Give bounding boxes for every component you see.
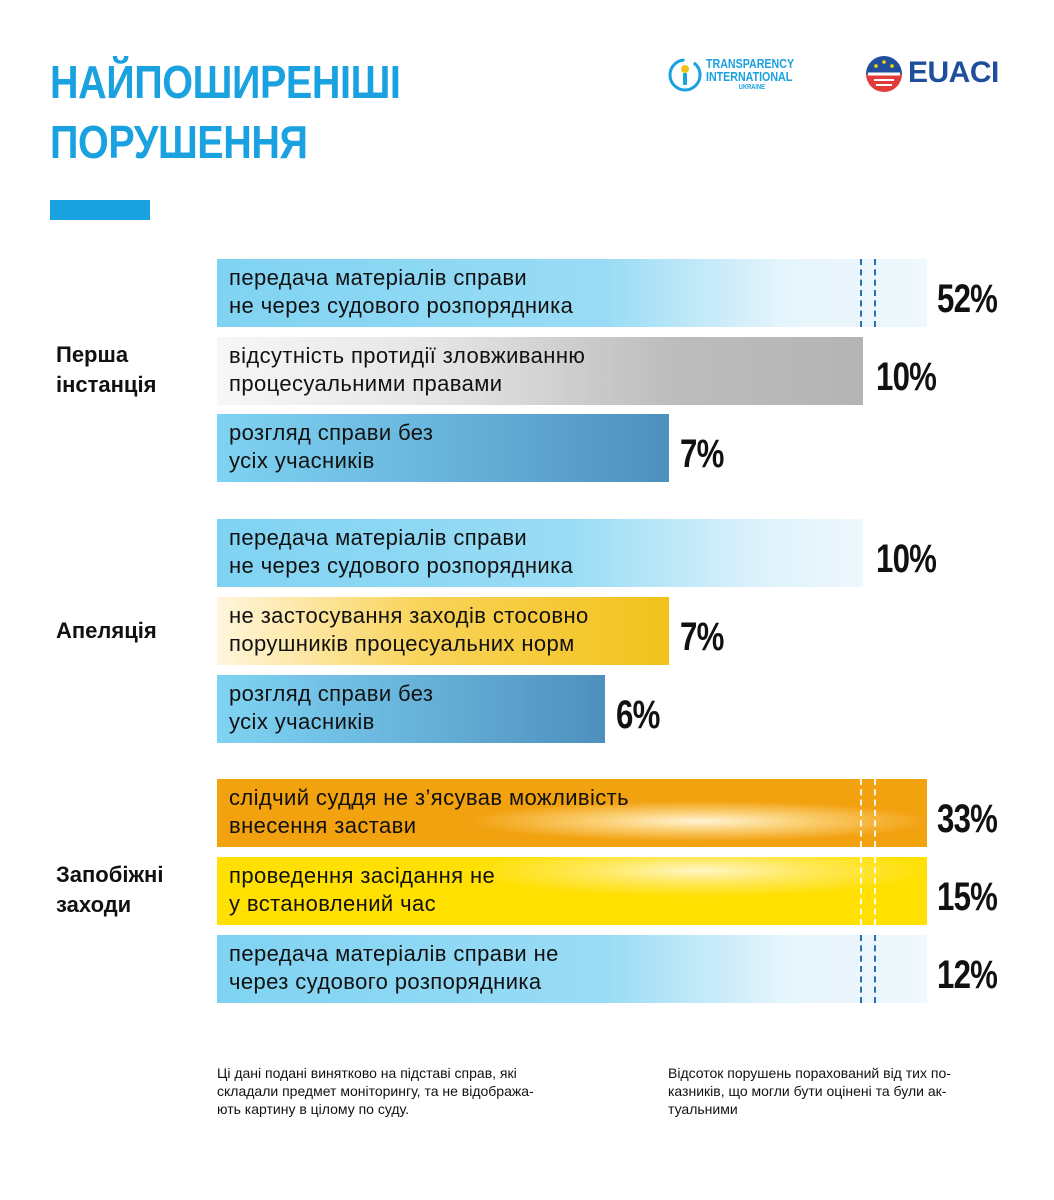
bar-appeal-transfer: передача матеріалів справи не через судо… [217, 519, 863, 587]
bar-appeal-without-participants: розгляд справи без усіх учасників [217, 675, 605, 743]
bar-label-line: не через судового розпорядника [229, 293, 574, 318]
axis-break-line [874, 857, 876, 925]
bar-first-instance-without-participants: розгляд справи без усіх учасників [217, 414, 669, 482]
bar-label-line: проведення засідання не [229, 863, 496, 888]
group-label-line: Перша [56, 342, 129, 367]
bar-label: передача матеріалів справи не через судо… [229, 524, 851, 580]
euaci-logo-icon [866, 56, 902, 92]
ti-logo-line-2: INTERNATIONAL [706, 69, 793, 84]
axis-break-line [874, 935, 876, 1003]
bar-preventive-bail: слідчий суддя не з’ясував можливість вне… [217, 779, 927, 847]
bar-label-line: процесуальними правами [229, 371, 503, 396]
title-line-2: ПОРУШЕННЯ [50, 116, 308, 168]
axis-break-line [874, 259, 876, 327]
ti-logo-icon [668, 58, 702, 92]
group-label-line: Апеляція [56, 618, 157, 643]
bar-value-label: 10% [876, 537, 937, 581]
bar-value-label: 7% [680, 432, 724, 476]
bar-value-label: 6% [616, 693, 660, 737]
group-label-appeal: Апеляція [56, 616, 157, 646]
bar-appeal-non-application: не застосування заходів стосовно порушни… [217, 597, 669, 665]
bar-label: передача матеріалів справи не через судо… [229, 940, 915, 996]
bar-preventive-transfer: передача матеріалів справи не через судо… [217, 935, 927, 1003]
bar-label: передача матеріалів справи не через судо… [229, 264, 915, 320]
bar-value-label: 7% [680, 615, 724, 659]
bar-label-line: усіх учасників [229, 709, 375, 734]
bar-label: розгляд справи без усіх учасників [229, 419, 657, 475]
footnote-line: туальними [668, 1101, 738, 1117]
bar-label-line: слідчий суддя не з’ясував можливість [229, 785, 630, 810]
bar-value-label: 33% [937, 797, 998, 841]
bar-label-line: порушників процесуальних норм [229, 631, 575, 656]
bar-preventive-hearing-time: проведення засідання не у встановлений ч… [217, 857, 927, 925]
bar-label-line: не через судового розпорядника [229, 553, 574, 578]
bar-value-label: 12% [937, 953, 998, 997]
footnote-line: Ці дані подані винятково на підставі спр… [217, 1065, 517, 1081]
bar-label-line: у встановлений час [229, 891, 436, 916]
footnote-line: складали предмет моніторингу, та не відо… [217, 1083, 534, 1099]
bar-label: не застосування заходів стосовно порушни… [229, 602, 657, 658]
group-label-first-instance: Перша інстанція [56, 340, 156, 400]
axis-break-line [860, 259, 862, 327]
bar-label-line: відсутність протидії зловживанню [229, 343, 586, 368]
bar-label: проведення засідання не у встановлений ч… [229, 862, 915, 918]
axis-break-line [860, 857, 862, 925]
page-title: НАЙПОШИРЕНІШІ ПОРУШЕННЯ [50, 52, 401, 172]
bar-label: відсутність протидії зловживанню процесу… [229, 342, 851, 398]
ti-logo-text: TRANSPARENCY INTERNATIONAL UKRAINE [706, 57, 794, 92]
bar-label: слідчий суддя не з’ясував можливість вне… [229, 784, 915, 840]
bar-label-line: не застосування заходів стосовно [229, 603, 589, 628]
group-label-preventive-measures: Запобіжні заходи [56, 860, 163, 920]
euaci-logo: EUACI [862, 52, 1012, 96]
footnote-percentage: Відсоток порушень порахований від тих по… [668, 1064, 951, 1118]
axis-break-line [860, 779, 862, 847]
bar-first-instance-transfer: передача матеріалів справи не через судо… [217, 259, 927, 327]
bar-value-label: 10% [876, 355, 937, 399]
title-line-1: НАЙПОШИРЕНІШІ [50, 56, 401, 108]
transparency-international-logo: TRANSPARENCY INTERNATIONAL UKRAINE [668, 56, 838, 96]
footnote-line: ють картину в цілому по суду. [217, 1101, 410, 1117]
bar-label-line: розгляд справи без [229, 681, 434, 706]
euaci-logo-text: EUACI [908, 56, 999, 89]
bar-label-line: передача матеріалів справи [229, 265, 528, 290]
footnote-line: Відсоток порушень порахований від тих по… [668, 1065, 951, 1081]
bar-label: розгляд справи без усіх учасників [229, 680, 593, 736]
bar-label-line: передача матеріалів справи не [229, 941, 559, 966]
group-label-line: інстанція [56, 372, 157, 397]
bar-label-line: внесення застави [229, 813, 417, 838]
footnote-scope: Ці дані подані винятково на підставі спр… [217, 1064, 534, 1118]
bar-value-label: 52% [937, 277, 998, 321]
bar-label-line: передача матеріалів справи [229, 525, 528, 550]
bar-label-line: розгляд справи без [229, 420, 434, 445]
footnote-line: казників, що могли бути оцінені та були … [668, 1083, 947, 1099]
bar-label-line: через судового розпорядника [229, 969, 542, 994]
axis-break-line [874, 779, 876, 847]
bar-value-label: 15% [937, 875, 998, 919]
group-label-line: Запобіжні [56, 862, 164, 887]
ti-logo-line-1: TRANSPARENCY [706, 56, 795, 71]
ti-logo-line-3: UKRAINE [738, 84, 765, 91]
title-underline [50, 200, 150, 220]
bar-label-line: усіх учасників [229, 448, 375, 473]
axis-break-line [860, 935, 862, 1003]
bar-first-instance-abuse: відсутність протидії зловживанню процесу… [217, 337, 863, 405]
group-label-line: заходи [56, 892, 132, 917]
